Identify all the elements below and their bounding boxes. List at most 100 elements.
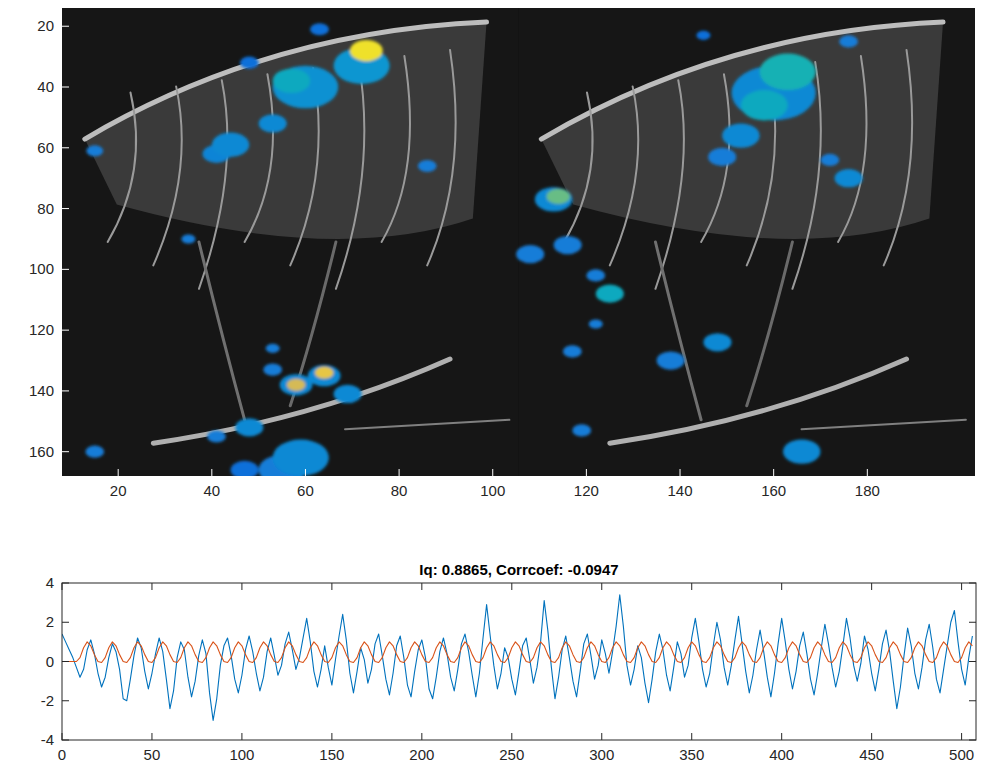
y-tick-label: 160 (29, 443, 54, 460)
y-tick-label: 40 (37, 78, 54, 95)
y-tick-label: 60 (37, 139, 54, 156)
y-tick (62, 583, 69, 584)
activation-blob (259, 114, 287, 132)
x-tick (961, 733, 962, 740)
x-tick (421, 583, 422, 590)
deep-vessel (747, 242, 793, 406)
penetrating-vessel (336, 62, 364, 289)
activation-blob (235, 418, 263, 436)
y-tick (969, 740, 976, 741)
x-tick (151, 733, 152, 740)
y-tick-label: 4 (46, 574, 54, 591)
y-tick-label: -2 (41, 692, 54, 709)
activation-blob (596, 285, 624, 303)
x-tick (118, 469, 119, 476)
image-ground (62, 8, 975, 476)
x-tick-label: 140 (668, 482, 693, 499)
y-tick (62, 208, 69, 209)
x-tick (331, 583, 332, 590)
activation-blob (783, 440, 820, 464)
x-tick-label: 100 (229, 746, 254, 763)
basal-vessel (802, 420, 966, 429)
activation-blob (273, 66, 339, 109)
y-tick-label: 80 (37, 200, 54, 217)
x-tick (781, 583, 782, 590)
x-tick (773, 469, 774, 476)
x-tick (601, 733, 602, 740)
x-tick (151, 583, 152, 590)
x-tick (871, 733, 872, 740)
penetrating-vessel (564, 92, 592, 242)
x-tick (62, 583, 63, 590)
lines (62, 595, 972, 721)
x-tick-label: 40 (203, 482, 220, 499)
activation-blob (516, 245, 544, 263)
x-tick-label: 450 (859, 746, 884, 763)
x-tick (331, 733, 332, 740)
y-tick (62, 269, 69, 270)
activation-blob (589, 319, 603, 328)
y-tick (62, 87, 69, 88)
y-tick (62, 147, 69, 148)
y-tick (62, 390, 69, 391)
deep-vessel (655, 242, 701, 420)
y-tick-label: 2 (46, 613, 54, 630)
vessel-texture (62, 8, 975, 476)
y-tick (969, 622, 976, 623)
y-tick (62, 330, 69, 331)
activation-blob (586, 269, 605, 281)
activation-blob (273, 69, 310, 93)
activation-blob (273, 440, 329, 476)
activation-blob (315, 367, 334, 379)
activation-blob (334, 385, 362, 403)
axes-box (62, 583, 976, 740)
x-tick (62, 733, 63, 740)
x-tick-label: 0 (58, 746, 66, 763)
cortex (541, 22, 943, 239)
activation-blob (86, 145, 103, 156)
activation-blob (310, 23, 329, 35)
x-tick (492, 469, 493, 476)
activation-blob (547, 189, 570, 204)
x-tick-label: 400 (769, 746, 794, 763)
y-tick (969, 661, 976, 662)
x-tick (511, 733, 512, 740)
activation-blob (572, 424, 591, 436)
y-tick-label: -4 (41, 731, 54, 748)
x-tick-label: 250 (499, 746, 524, 763)
activation-blob (350, 40, 383, 61)
activation-blob (703, 333, 731, 351)
penetrating-vessel (610, 86, 638, 265)
x-tick (867, 469, 868, 476)
x-tick-label: 180 (855, 482, 880, 499)
y-tick-label: 120 (29, 321, 54, 338)
y-tick-label: 20 (37, 17, 54, 34)
x-tick (781, 733, 782, 740)
activation-blob (308, 365, 341, 386)
y-tick (62, 700, 69, 701)
activation-blob (181, 234, 195, 243)
background (0, 0, 995, 781)
activation-blob (535, 187, 572, 211)
y-tick (969, 700, 976, 701)
x-tick (305, 469, 306, 476)
x-tick (871, 583, 872, 590)
x-tick (691, 733, 692, 740)
penetrating-vessel (153, 86, 181, 265)
x-tick (601, 583, 602, 590)
series-line (62, 595, 972, 721)
y-tick-label: 140 (29, 382, 54, 399)
x-tick (511, 583, 512, 590)
y-tick (62, 740, 69, 741)
series-line (62, 642, 972, 663)
title: Iq: 0.8865, Corrcoef: -0.0947 (419, 561, 618, 578)
activation-blob (240, 57, 259, 69)
x-tick-label: 300 (589, 746, 614, 763)
deep-vessel (199, 242, 245, 420)
basal-vessel (610, 359, 907, 443)
penetrating-vessel (382, 56, 410, 242)
activation-blob (760, 54, 816, 90)
activation-blob (657, 351, 685, 369)
x-tick-label: 20 (110, 482, 127, 499)
y-tick (62, 451, 69, 452)
